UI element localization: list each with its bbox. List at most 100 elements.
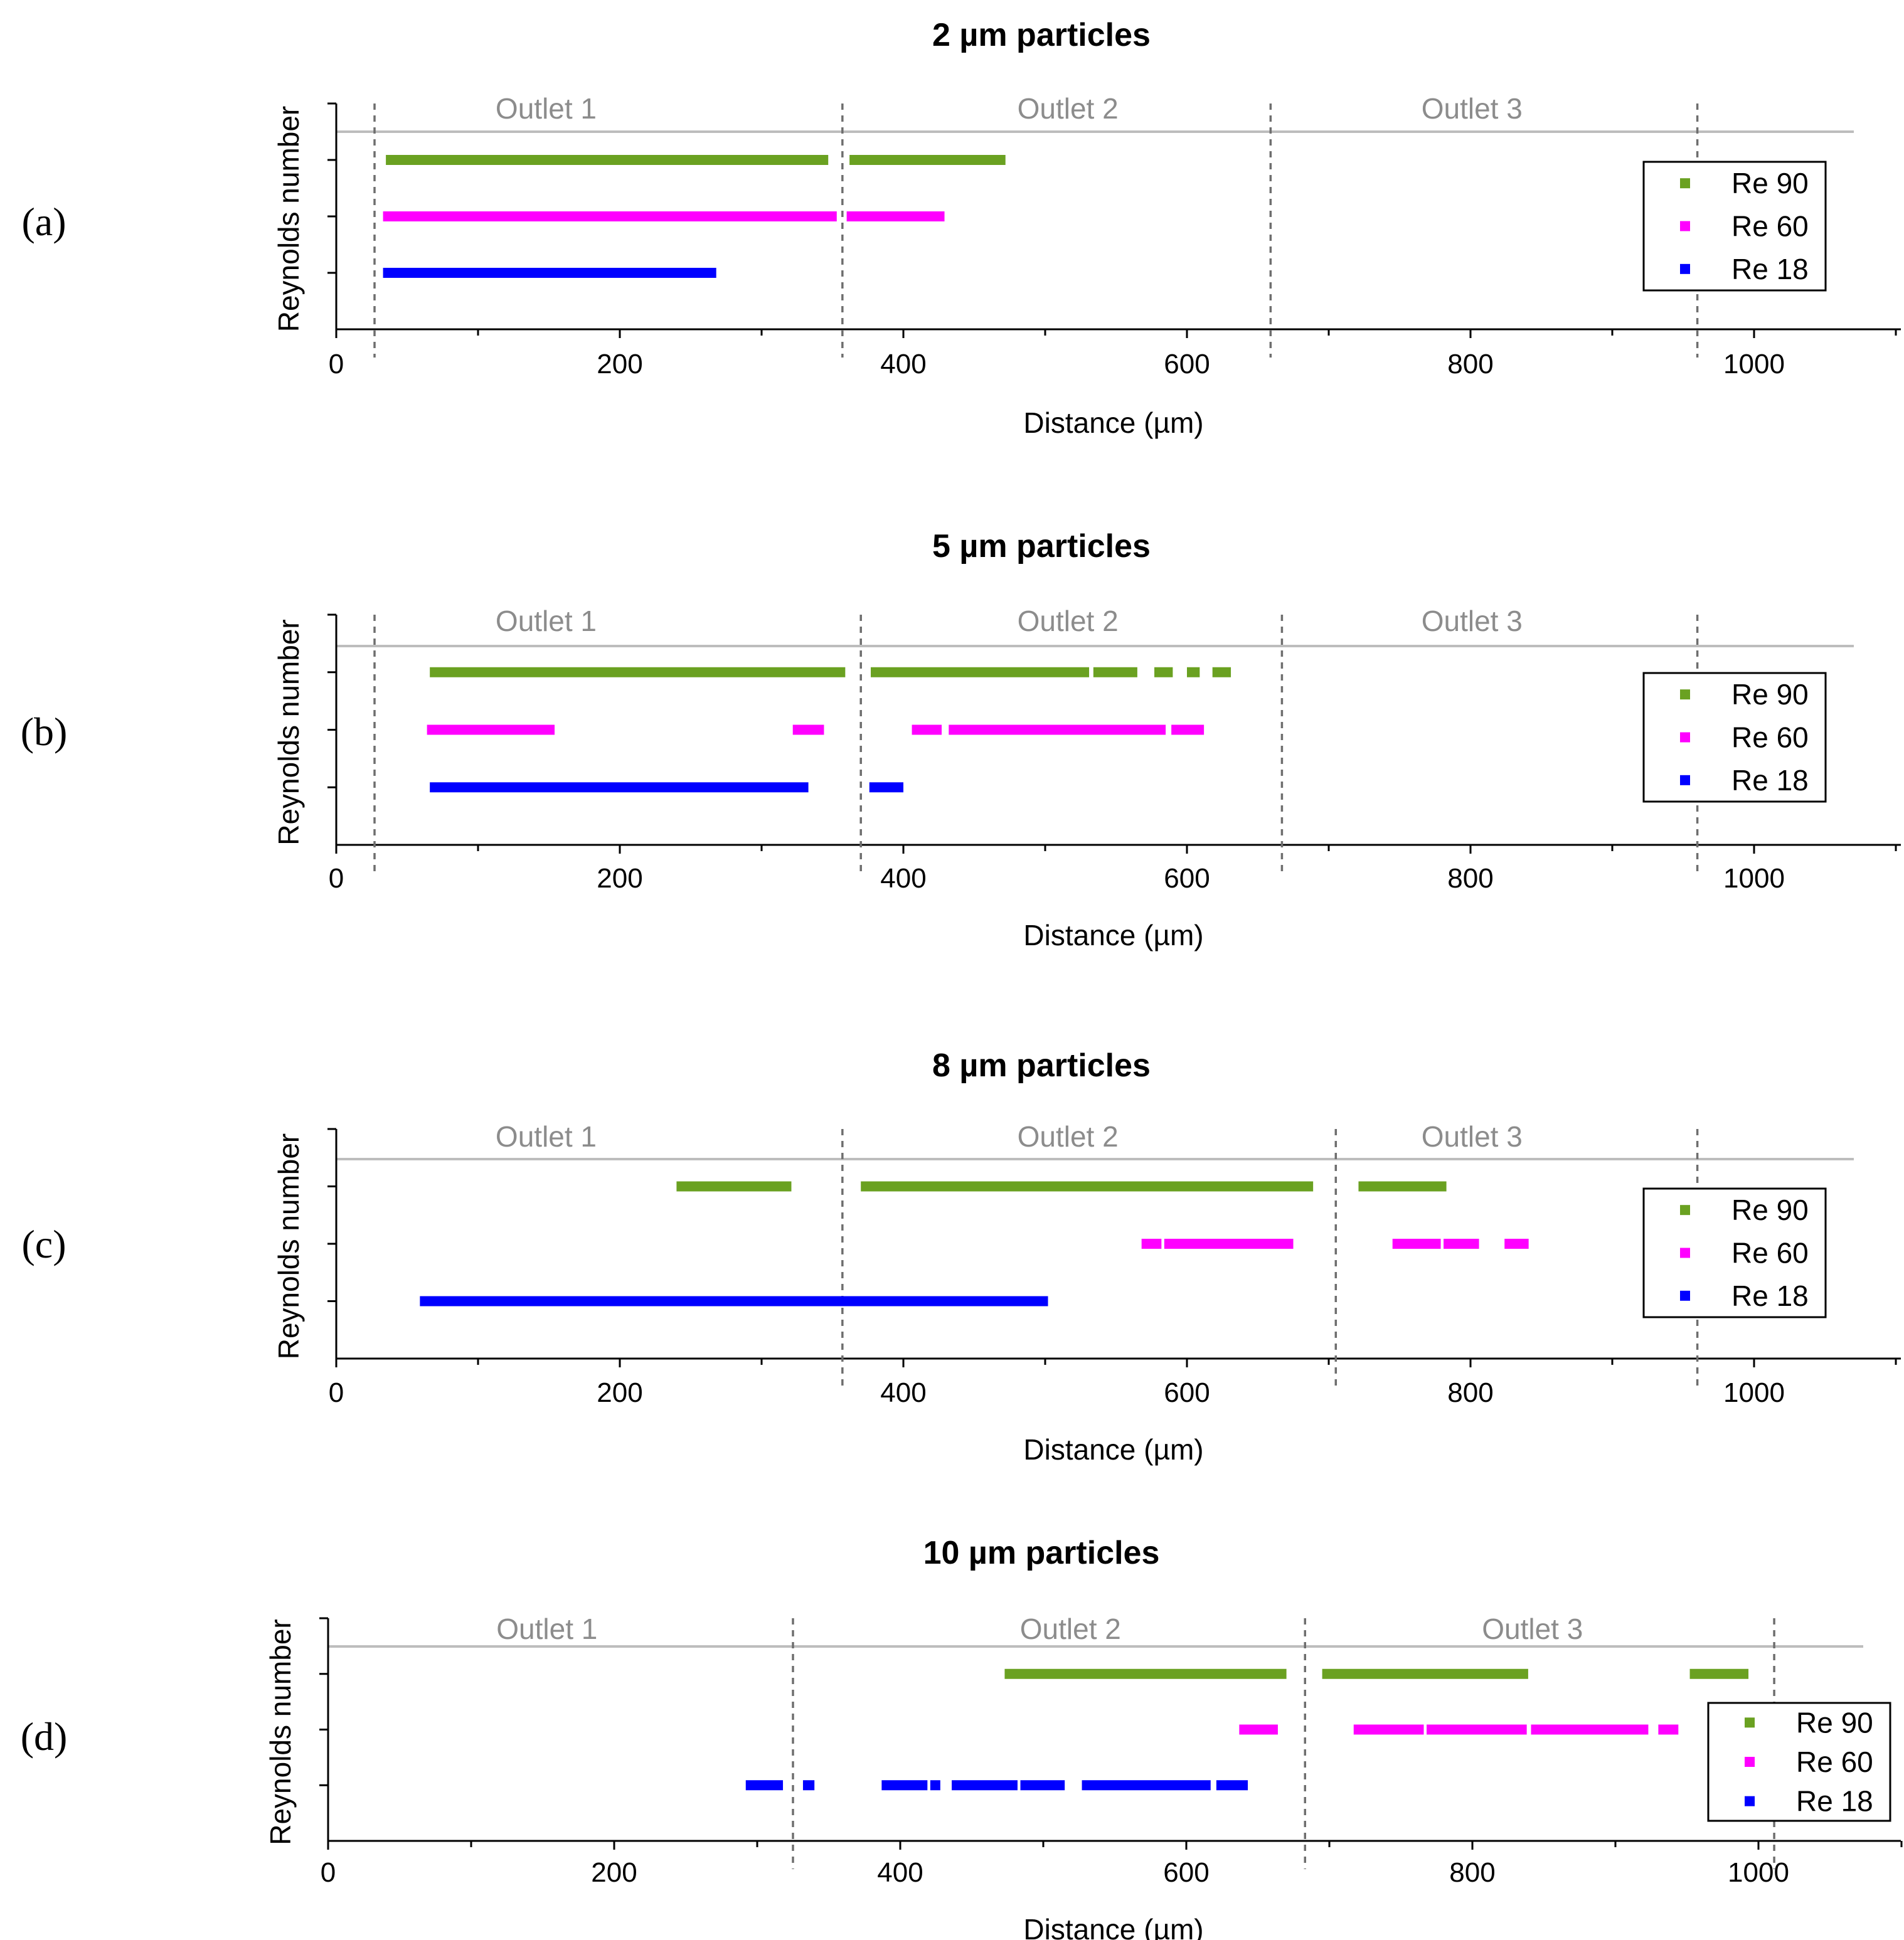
- legend-marker: [1745, 1796, 1755, 1806]
- chart-panel-4: 10 µm particles (d) Reynolds number 0 200 400…: [21, 1535, 1903, 1940]
- x-tick-label: 400: [880, 1377, 926, 1408]
- chart-panel-2: 5 µm particles (b) Reynolds number 0 200 400 6…: [21, 528, 1901, 951]
- x-tick-label: 1000: [1728, 1857, 1789, 1888]
- legend-marker: [1680, 1248, 1690, 1258]
- outlet-label: Outlet 3: [1422, 92, 1523, 125]
- segment-re-90: [1187, 667, 1200, 677]
- x-tick-label: 1000: [1723, 349, 1785, 379]
- x-tick-label: 1000: [1723, 1377, 1785, 1408]
- legend-label: Re 60: [1731, 210, 1809, 243]
- segment-re-60: [1444, 1239, 1479, 1249]
- x-tick-label: 400: [877, 1857, 923, 1888]
- outlet-label: Outlet 2: [1018, 92, 1119, 125]
- segment-re-18: [1216, 1780, 1248, 1791]
- outlet-label: Outlet 1: [496, 1613, 597, 1645]
- legend-label: Re 18: [1731, 1280, 1809, 1312]
- segment-re-60: [383, 211, 837, 221]
- segment-re-60: [1427, 1724, 1527, 1735]
- x-tick-label: 0: [329, 1377, 344, 1408]
- segment-re-18: [930, 1780, 940, 1791]
- segment-re-90: [430, 667, 846, 677]
- segment-re-60: [949, 724, 1166, 735]
- segment-re-90: [386, 155, 829, 165]
- legend-marker: [1680, 1205, 1690, 1216]
- segment-re-18: [869, 782, 903, 793]
- legend-label: Re 60: [1731, 1237, 1809, 1269]
- segment-re-18: [1020, 1780, 1065, 1791]
- x-tick-label: 400: [880, 349, 926, 379]
- legend-label: Re 60: [1796, 1746, 1873, 1778]
- legend-marker: [1680, 263, 1690, 274]
- x-tick-label: 600: [1164, 349, 1210, 379]
- x-tick-label: 1000: [1723, 863, 1785, 894]
- x-axis-label: Distance (µm): [1023, 406, 1203, 439]
- legend-marker: [1680, 221, 1690, 231]
- x-tick-label: 800: [1447, 1377, 1493, 1408]
- legend-marker: [1680, 775, 1690, 785]
- legend-box: [1642, 161, 1827, 292]
- outlet-label: Outlet 2: [1018, 1120, 1119, 1153]
- legend-label: Re 60: [1731, 721, 1809, 754]
- segment-re-18: [802, 1780, 815, 1791]
- panel-label: (c): [21, 1222, 66, 1266]
- y-axis-label: Reynolds number: [264, 1619, 297, 1845]
- panel-label: (b): [21, 709, 68, 754]
- legend-label: Re 18: [1731, 253, 1809, 285]
- legend-marker: [1745, 1717, 1755, 1728]
- outlet-label: Outlet 3: [1422, 605, 1523, 637]
- segment-re-60: [846, 211, 945, 221]
- chart-title: 10 µm particles: [923, 1535, 1160, 1571]
- legend-label: Re 90: [1731, 167, 1809, 199]
- segment-re-60: [1658, 1724, 1679, 1735]
- legend-marker: [1680, 732, 1690, 743]
- chart-panel-3: 8 µm particles (c) Reynolds number 0 200 400 6…: [21, 1047, 1901, 1466]
- x-tick-label: 600: [1164, 863, 1210, 894]
- legend-label: Re 90: [1731, 678, 1809, 711]
- legend-box: [1642, 1187, 1827, 1318]
- x-tick-label: 200: [597, 863, 642, 894]
- x-tick-label: 200: [597, 1377, 642, 1408]
- segment-re-60: [1353, 1724, 1424, 1735]
- segment-re-90: [861, 1181, 1314, 1192]
- outlet-label: Outlet 3: [1422, 1120, 1523, 1153]
- segment-re-18: [881, 1780, 928, 1791]
- segment-re-90: [676, 1181, 792, 1192]
- segment-re-60: [427, 724, 555, 735]
- x-tick-label: 200: [597, 349, 642, 379]
- x-tick-label: 800: [1449, 1857, 1495, 1888]
- panel-label: (d): [21, 1714, 68, 1759]
- segment-re-60: [912, 724, 942, 735]
- legend-box: [1707, 1702, 1891, 1822]
- legend: Re 90 Re 60 Re 18: [1642, 672, 1827, 803]
- y-axis-label: Reynolds number: [272, 106, 305, 332]
- x-tick-label: 400: [880, 863, 926, 894]
- legend-marker: [1680, 178, 1690, 189]
- x-axis-label: Distance (µm): [1023, 1433, 1203, 1466]
- legend-label: Re 90: [1731, 1194, 1809, 1226]
- outlet-label: Outlet 2: [1018, 605, 1119, 637]
- y-axis-label: Reynolds number: [272, 1133, 305, 1360]
- chart-title: 5 µm particles: [932, 528, 1151, 565]
- segment-re-90: [1212, 667, 1231, 677]
- chart-title: 8 µm particles: [932, 1047, 1151, 1084]
- x-tick-label: 800: [1447, 863, 1493, 894]
- segment-re-90: [871, 667, 1090, 677]
- segment-re-60: [1504, 1239, 1529, 1249]
- segment-re-90: [1322, 1668, 1528, 1679]
- segment-re-18: [745, 1780, 784, 1791]
- outlet-label: Outlet 1: [496, 605, 597, 637]
- segment-re-60: [1141, 1239, 1162, 1249]
- legend-marker: [1680, 689, 1690, 700]
- legend-label: Re 18: [1796, 1785, 1873, 1818]
- legend: Re 90 Re 60 Re 18: [1707, 1702, 1891, 1822]
- legend-label: Re 18: [1731, 764, 1809, 797]
- y-axis-label: Reynolds number: [272, 619, 305, 845]
- outlet-label: Outlet 2: [1020, 1613, 1121, 1645]
- segment-re-90: [1093, 667, 1137, 677]
- x-tick-label: 200: [591, 1857, 637, 1888]
- chart-title: 2 µm particles: [932, 17, 1151, 53]
- segment-re-60: [1171, 724, 1205, 735]
- segment-re-90: [1004, 1668, 1287, 1679]
- outlet-label: Outlet 1: [496, 1120, 597, 1153]
